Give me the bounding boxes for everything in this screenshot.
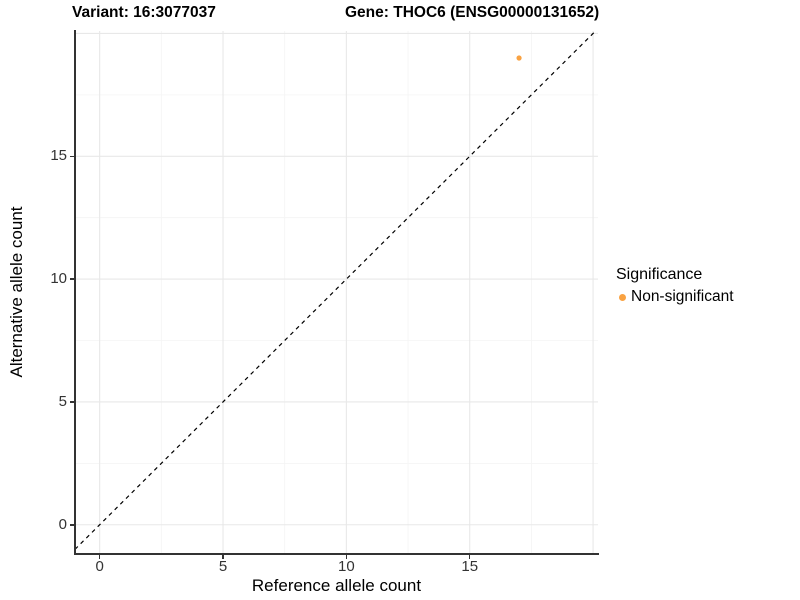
y-tick-mark <box>69 401 74 403</box>
x-tick-mark <box>222 555 224 559</box>
y-axis-title: Alternative allele count <box>7 206 26 378</box>
y-tick-label: 10 <box>50 270 67 288</box>
plot-area-svg <box>75 31 598 553</box>
x-tick-label: 10 <box>338 558 355 575</box>
x-tick-label: 15 <box>461 558 479 575</box>
x-tick-mark <box>345 555 348 559</box>
legend-item: Non-significant <box>615 288 734 306</box>
y-tick-mark <box>69 524 74 526</box>
legend-dot-icon <box>619 293 626 301</box>
x-tick-mark <box>468 555 471 559</box>
y-tick-label: 0 <box>58 515 67 533</box>
x-tick-mark <box>98 555 101 559</box>
y-tick-label: 15 <box>50 147 67 165</box>
y-axis-line <box>73 30 76 555</box>
x-tick-label: 5 <box>218 558 228 575</box>
legend-title: Significance <box>616 266 703 283</box>
legend: Significance Non-significant <box>615 266 734 306</box>
plot-title-variant: Variant: 16:3077037 <box>72 4 216 21</box>
y-tick-mark <box>69 155 74 158</box>
x-axis-line <box>73 553 599 555</box>
identity-line <box>75 31 597 550</box>
x-tick-label: 0 <box>95 558 104 575</box>
y-tick-label: 5 <box>58 392 67 410</box>
plot-panel <box>75 31 598 553</box>
legend-items: Non-significant <box>615 288 734 306</box>
y-tick-mark <box>69 278 74 280</box>
plot-title-gene: Gene: THOC6 (ENSG00000131652) <box>345 4 600 21</box>
legend-item-label: Non-significant <box>631 288 734 305</box>
x-axis-title: Reference allele count <box>251 576 422 595</box>
data-point <box>516 55 522 61</box>
